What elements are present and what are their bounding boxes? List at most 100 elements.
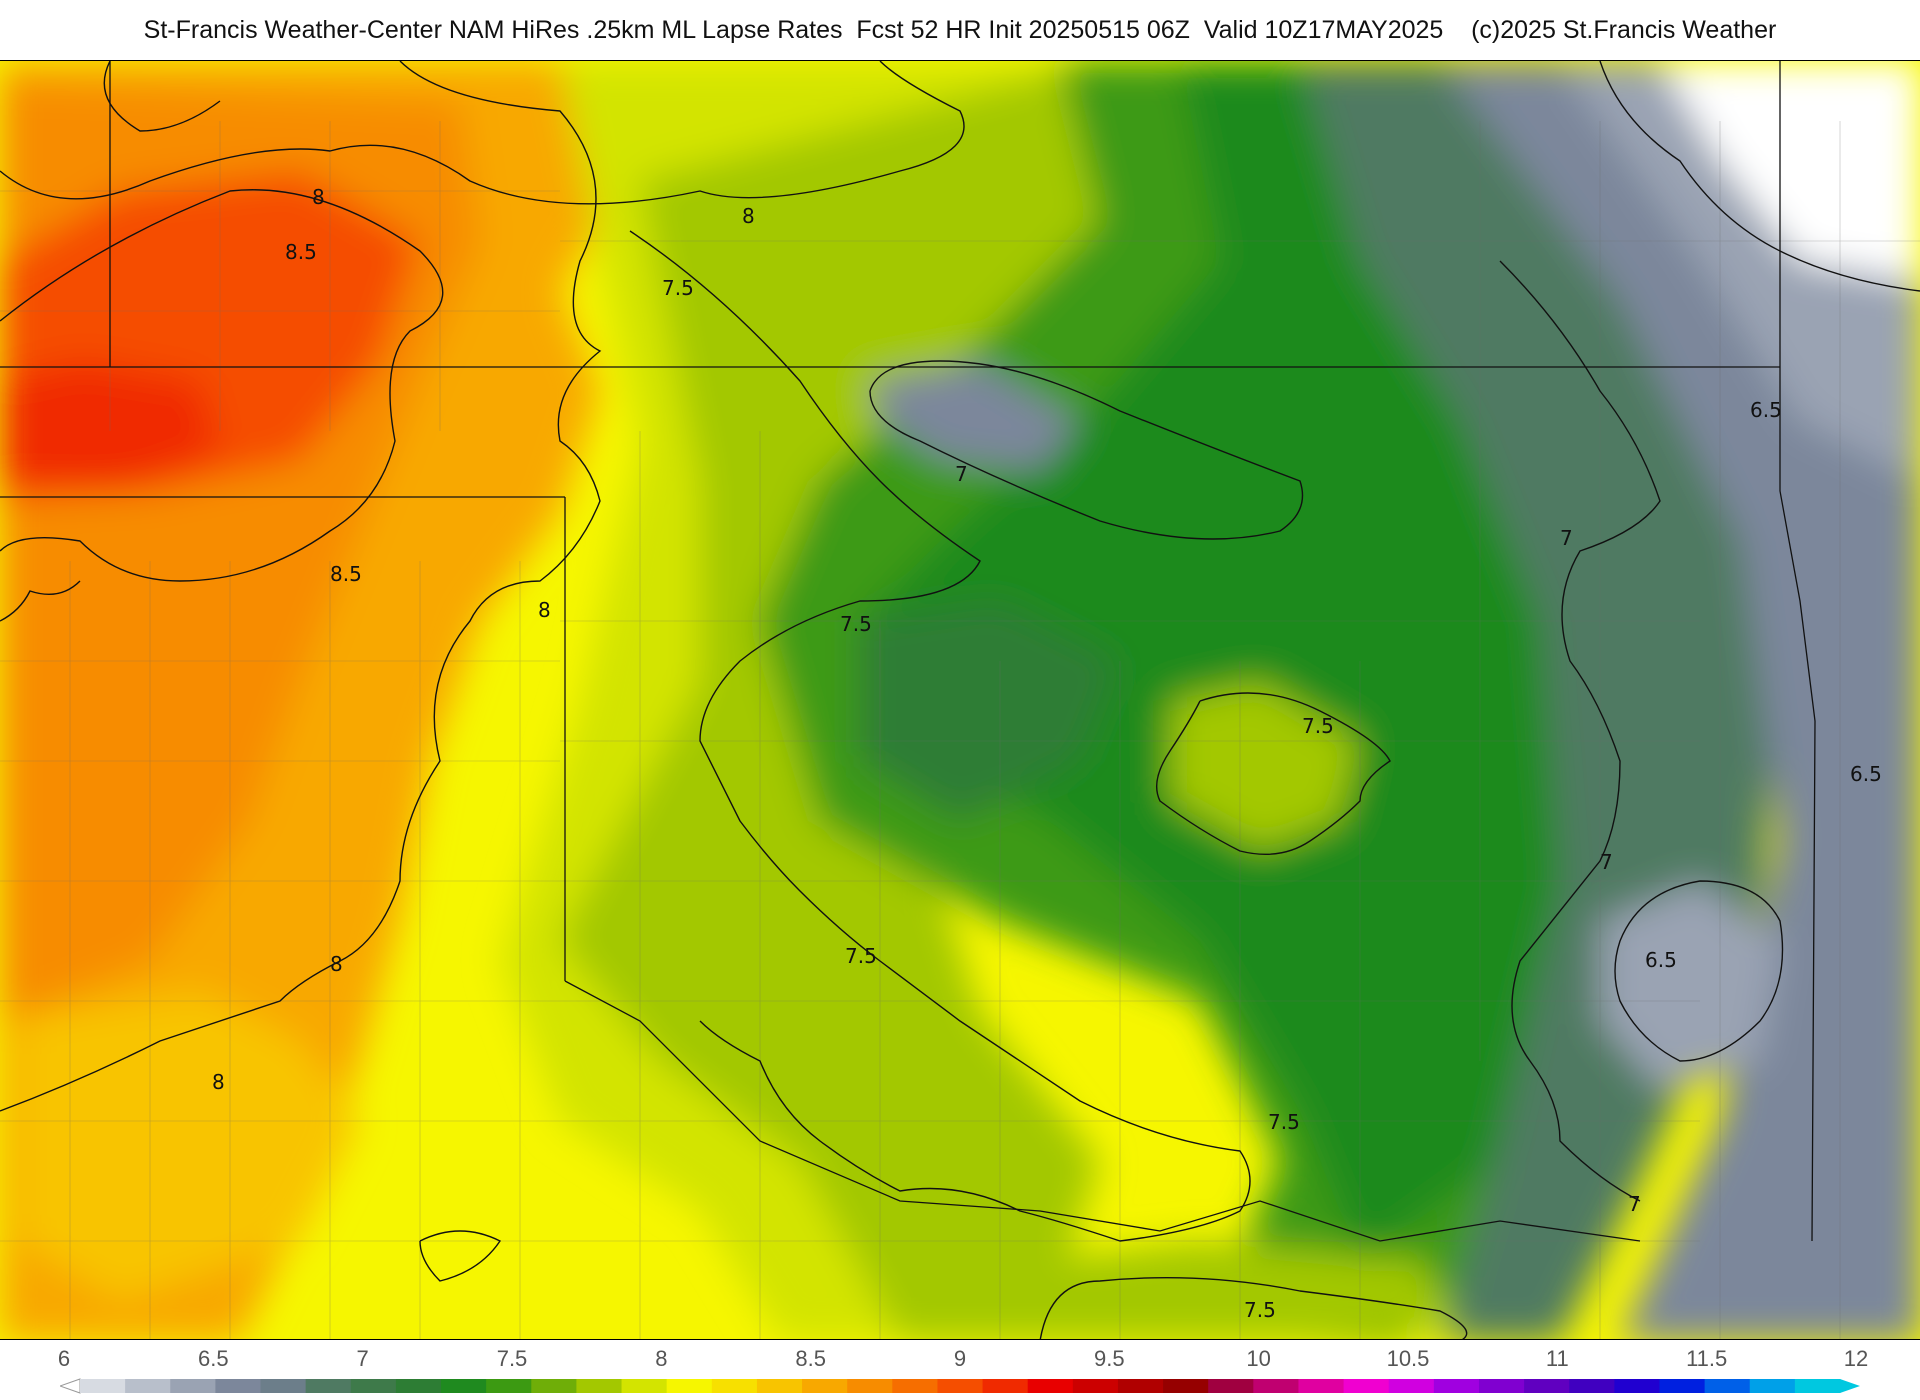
colorbar-segment bbox=[1614, 1379, 1660, 1393]
colorbar-segment bbox=[802, 1379, 848, 1393]
colorbar-segment bbox=[711, 1379, 758, 1393]
colorbar-segment bbox=[666, 1379, 713, 1393]
colorbar-tick-label: 6 bbox=[57, 1346, 71, 1371]
colorbar-tick-label: 9 bbox=[953, 1346, 967, 1371]
contour-label: 7.5 bbox=[840, 612, 872, 636]
field-slate-ridge bbox=[870, 361, 1080, 471]
colorbar-legend: 6 6.5 7 7.5 8 8.5 9 9.5 10 10.5 11 11.5 12 bbox=[0, 1340, 1920, 1400]
field-lime-center bbox=[1170, 681, 1360, 851]
field-green-center bbox=[860, 601, 1120, 821]
colorbar-tick-label: 10.5 bbox=[1386, 1346, 1430, 1371]
colorbar-segment bbox=[1208, 1379, 1254, 1393]
contour-label: 8 bbox=[312, 185, 325, 209]
colorbar-segment bbox=[1704, 1379, 1751, 1393]
contour-75-south bbox=[1039, 1276, 1468, 1339]
contour-label: 7.5 bbox=[1268, 1110, 1300, 1134]
colorbar-segment bbox=[215, 1379, 262, 1393]
colorbar-segment bbox=[847, 1379, 893, 1393]
contour-8-north-b bbox=[103, 61, 221, 132]
contour-labels: 8 8 8.5 7.5 7 6.5 8.5 8 7.5 7.5 7 6.5 7 … bbox=[212, 185, 1882, 1322]
contours bbox=[0, 61, 1920, 1339]
contour-label: 7.5 bbox=[845, 944, 877, 968]
colorbar-segment bbox=[80, 1379, 126, 1393]
colorbar-segment bbox=[1569, 1379, 1615, 1393]
colorbar-segment bbox=[486, 1379, 532, 1393]
map-panel: 8 8 8.5 7.5 7 6.5 8.5 8 7.5 7.5 7 6.5 7 … bbox=[0, 60, 1920, 1340]
contour-65-east bbox=[1599, 61, 1920, 292]
contour-label: 7 bbox=[1600, 850, 1613, 874]
colorbar-segment bbox=[1298, 1379, 1345, 1393]
colorbar-segment bbox=[1253, 1379, 1299, 1393]
contour-label: 6.5 bbox=[1645, 948, 1677, 972]
colorbar-segment bbox=[260, 1379, 307, 1393]
colorbar-segment bbox=[125, 1379, 171, 1393]
colorbar-tick-label: 7.5 bbox=[496, 1346, 528, 1371]
colorbar-tick-label: 11 bbox=[1545, 1346, 1569, 1371]
colorbar-segment bbox=[441, 1379, 487, 1393]
border-river bbox=[564, 980, 1641, 1242]
field-lime-south bbox=[1040, 1241, 1460, 1339]
field-orange-south bbox=[20, 991, 360, 1301]
field-slate-se bbox=[1600, 881, 1780, 1091]
field-white-ne bbox=[1660, 61, 1920, 281]
colorbar-tick-label: 9.5 bbox=[1094, 1346, 1125, 1371]
colorbar-segment bbox=[1388, 1379, 1435, 1393]
colorbar-segment bbox=[1524, 1379, 1570, 1393]
colorbar-segment bbox=[350, 1379, 397, 1393]
field-shading bbox=[0, 61, 1920, 1339]
contour-7-east bbox=[1499, 260, 1661, 1202]
contour-85-west bbox=[0, 189, 444, 582]
state-borders bbox=[0, 61, 1816, 1242]
colorbar-segment bbox=[576, 1379, 623, 1393]
colorbar-segment bbox=[1027, 1379, 1074, 1393]
contour-7-ridge bbox=[869, 360, 1304, 540]
contour-label: 7.5 bbox=[662, 276, 694, 300]
contour-label: 8 bbox=[212, 1070, 225, 1094]
colorbar-segment bbox=[1072, 1379, 1119, 1393]
contour-label: 7 bbox=[1560, 526, 1573, 550]
contour-8-north bbox=[0, 61, 965, 205]
contour-label: 7 bbox=[955, 462, 968, 486]
contour-75-center bbox=[1156, 692, 1391, 856]
colorbar-segment bbox=[1659, 1379, 1706, 1393]
colorbar-segment bbox=[1794, 1379, 1841, 1393]
colorbar-right-arrow bbox=[1840, 1379, 1860, 1393]
colorbar-tick-label: 7 bbox=[356, 1346, 369, 1371]
colorbar-segment bbox=[892, 1379, 938, 1393]
colorbar-tick-label: 10 bbox=[1246, 1346, 1271, 1371]
contour-label: 8 bbox=[330, 952, 343, 976]
colorbar-segment bbox=[1163, 1379, 1209, 1393]
border-east-1 bbox=[1779, 61, 1816, 1242]
contour-label: 8.5 bbox=[285, 240, 317, 264]
contour-75-main bbox=[629, 230, 1251, 1242]
contour-label: 7.5 bbox=[1244, 1298, 1276, 1322]
colorbar-tick-label: 8.5 bbox=[795, 1346, 826, 1371]
colorbar-segment bbox=[982, 1379, 1029, 1393]
colorbar-segment bbox=[305, 1379, 352, 1393]
colorbar-segment bbox=[531, 1379, 577, 1393]
colorbar-segment bbox=[756, 1379, 803, 1393]
colorbar-tick-label: 11.5 bbox=[1686, 1346, 1728, 1371]
colorbar-tick-label: 12 bbox=[1843, 1346, 1869, 1371]
contour-label: 8 bbox=[538, 598, 551, 622]
contour-label: 6.5 bbox=[1850, 762, 1882, 786]
contour-label: 7 bbox=[1628, 1192, 1641, 1216]
colorbar-segment bbox=[1117, 1379, 1164, 1393]
colorbar-segment bbox=[1478, 1379, 1525, 1393]
colorbar-segment bbox=[395, 1379, 442, 1393]
contour-label: 6.5 bbox=[1750, 398, 1782, 422]
colorbar-segment bbox=[1433, 1379, 1480, 1393]
contour-label: 7.5 bbox=[1302, 714, 1334, 738]
contour-65-southeast bbox=[1614, 880, 1784, 1062]
colorbar-segment bbox=[170, 1379, 216, 1393]
colorbar-segment bbox=[621, 1379, 668, 1393]
lapse-rate-map: 8 8 8.5 7.5 7 6.5 8.5 8 7.5 7.5 7 6.5 7 … bbox=[0, 61, 1920, 1339]
colorbar-tick-label: 6.5 bbox=[198, 1346, 229, 1371]
colorbar bbox=[60, 1378, 1860, 1394]
contour-label: 8 bbox=[742, 204, 755, 228]
map-title: St-Francis Weather-Center NAM HiRes .25k… bbox=[143, 15, 1777, 44]
colorbar-segment bbox=[1343, 1379, 1390, 1393]
colorbar-segment bbox=[937, 1379, 984, 1393]
contour-8-west bbox=[0, 61, 602, 1112]
colorbar-segment bbox=[1749, 1379, 1796, 1393]
